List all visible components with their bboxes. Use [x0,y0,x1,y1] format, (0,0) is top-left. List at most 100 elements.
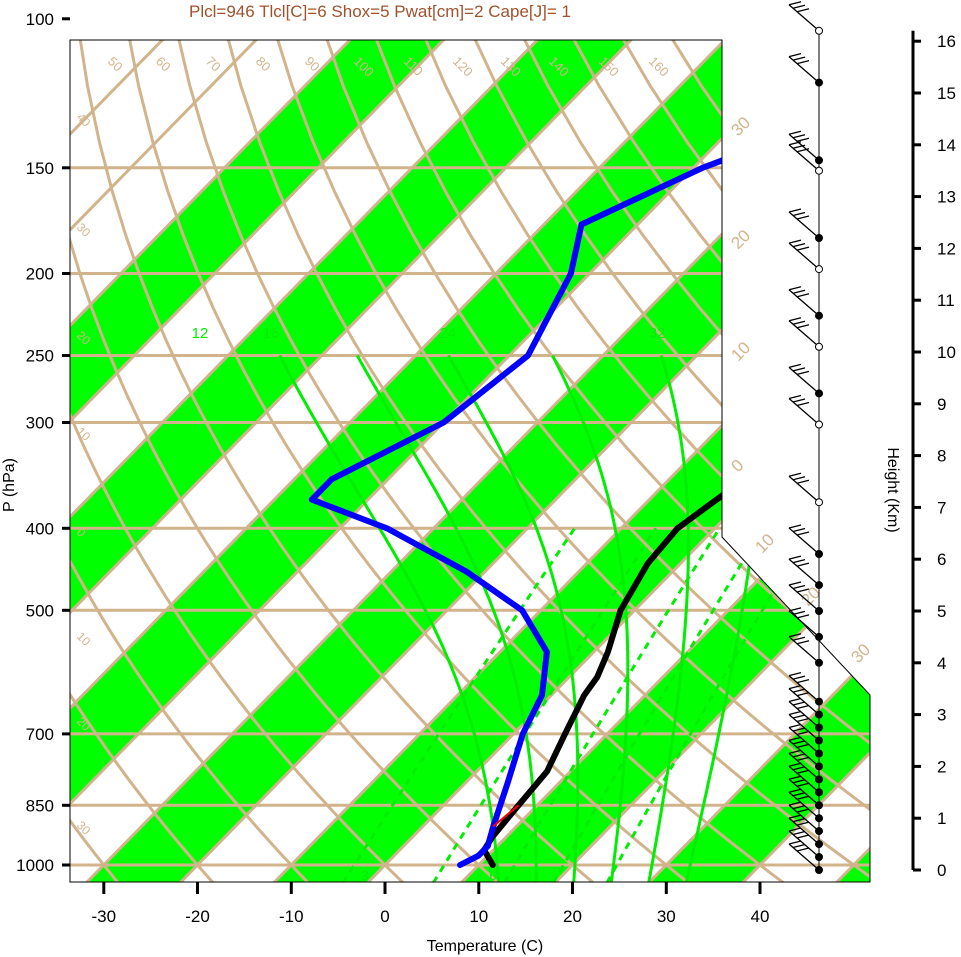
wind-barb-feather [788,697,802,703]
wind-barb-staff [788,636,820,664]
wind-barb-feather [792,56,806,61]
wind-barb-staff [788,56,820,84]
wind-barb-feather [796,847,810,852]
wind-barb-feather [792,753,806,758]
isotherm [70,40,785,882]
wind-barb-feather [792,558,806,564]
mixing-ratio-label: 24 [440,325,457,342]
wind-barb-staff [788,4,820,32]
wind-barb-feather [792,688,806,693]
pressure-tick-label: 250 [26,347,54,366]
temperature-tick-label: 0 [380,907,389,926]
wind-barb-staff [788,475,820,503]
wind-barb-feather [788,788,802,793]
wind-barb-feather [788,52,802,58]
wind-barb-feather [792,701,806,706]
wind-barb-feather [792,584,806,590]
wind-barb-feather [792,320,806,325]
wind-barb-feather [788,710,802,716]
wind-barb-feather [788,633,802,638]
wind-barb-feather [792,817,806,823]
mixing-ratio-label: 12 [192,325,209,342]
temperature-tick-label: -30 [92,907,117,926]
wind-barb-feather [796,730,810,736]
isotherm-label: 70 [203,54,224,75]
wind-barb-feather [792,289,806,294]
wind-barb-staff [788,398,820,425]
wind-marker-filled [815,607,823,615]
temperature-line [481,40,870,868]
wind-barb-feather [796,717,810,723]
wind-barb-staff [788,688,820,716]
wind-barb-feather [792,242,806,248]
dry-adiabat [415,40,870,882]
wind-marker-filled [815,632,823,641]
wind-barb-feather [788,581,802,586]
wind-barb-feather [788,363,802,369]
wind-barb-feather [788,130,802,135]
wind-barb-feather [796,640,810,645]
temperature-tick-label: 30 [657,907,676,926]
wind-barb-feather [792,476,806,481]
height-tick-label: 1 [937,809,946,828]
wind-marker-filled [815,234,823,242]
wind-barb-staff [788,752,820,780]
wind-marker-filled [815,697,823,706]
wind-barb-feather [792,779,806,784]
height-tick-label: 2 [937,757,946,776]
wind-marker-open [815,166,823,175]
moist-adiabat [647,355,690,882]
wind-barb-feather [788,394,802,400]
wind-barb-feather [796,137,810,142]
pressure-tick-label: 500 [26,601,54,620]
wind-marker-filled [815,723,823,732]
isotherm [443,40,870,882]
wind-barb-feather [792,636,806,641]
dry-adiabat [464,40,870,882]
wind-barb-feather [792,211,806,217]
wind-marker-filled [815,775,823,784]
height-tick-label: 13 [937,188,956,207]
pressure-tick-label: 850 [26,796,54,815]
wind-barb-feather [788,286,802,291]
pressure-axis: 100 150 200 250 300 400 500 700 850 1000 [16,10,71,882]
wind-marker-filled [815,156,823,165]
wind-barb-feather [788,814,802,819]
wind-barbs [788,1,823,874]
height-tick-label: 15 [937,84,956,103]
mixing-ratio-bottom-label: 6 [489,868,496,883]
isotherm [70,40,598,882]
parcel-line [492,804,520,828]
pressure-tick-label: 400 [26,519,54,538]
wind-barb-staff [788,739,820,767]
wind-barb-feather [792,527,806,533]
mixing-ratio-bottom-label: 3 [361,868,368,883]
dry-adiabat [124,40,712,882]
wind-barb-feather [792,830,806,836]
wind-barb-feather [796,795,810,800]
isotherm-label: 60 [153,54,174,75]
height-tick-label: 16 [937,32,956,51]
wind-marker-filled [815,658,823,667]
wind-barb-feather [796,743,810,749]
height-tick-label: 9 [937,395,946,414]
wind-marker-filled [815,710,823,719]
wind-barb-feather [788,723,802,729]
wind-barb-feather [796,614,810,619]
moist-adiabat [551,354,630,882]
wind-barb-staff [788,320,820,348]
wind-barb-feather [792,804,806,810]
wind-barb-staff [788,675,820,703]
isotherm [70,40,223,882]
wind-marker-filled [815,853,823,861]
temperature-tick-label: -20 [185,907,210,926]
wind-barb-feather [788,239,802,244]
wind-marker-filled [815,736,823,745]
isotherm [162,40,870,882]
wind-barb-feather [796,401,810,407]
wind-barb-staff [788,242,820,270]
wind-barb-feather [788,762,802,767]
height-tick-label: 7 [937,498,946,517]
wind-barb-feather [788,555,802,560]
